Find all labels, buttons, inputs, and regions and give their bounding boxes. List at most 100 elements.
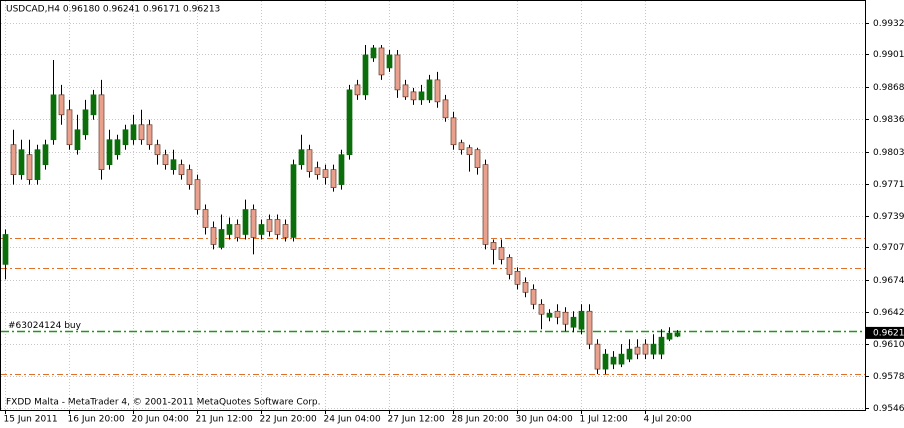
x-tick-label: 24 Jun 04:00	[324, 415, 381, 425]
candle-body	[442, 99, 449, 119]
x-tick-label: 21 Jun 12:00	[196, 415, 253, 425]
candle-body	[106, 139, 113, 166]
candle-body	[362, 54, 369, 96]
candle-body	[338, 154, 345, 185]
candle-body	[2, 234, 9, 265]
candle-body	[162, 154, 169, 166]
candle-body	[34, 149, 41, 180]
candle-body	[482, 164, 489, 245]
candle-body	[506, 257, 513, 275]
candle-body	[202, 209, 209, 228]
x-tick-label: 1 Jul 12:00	[580, 415, 629, 425]
candle-body	[634, 346, 641, 355]
candle-body	[314, 167, 321, 175]
chart-title: USDCAD,H4 0.96180 0.96241 0.96171 0.9621…	[6, 5, 220, 15]
candle-body	[586, 310, 593, 345]
x-tick-label: 20 Jun 04:00	[132, 415, 189, 425]
candle-body	[10, 144, 17, 175]
candle-body	[218, 229, 225, 248]
candle-body	[290, 164, 297, 238]
bid-label: 0.96213	[873, 328, 904, 338]
candle-body	[178, 164, 185, 175]
candle-body	[146, 124, 153, 146]
candle-body	[18, 149, 25, 175]
y-tick-label: 0.95460	[873, 404, 904, 414]
candle-body	[386, 54, 393, 69]
x-tick-label: 4 Jul 20:00	[644, 415, 693, 425]
candle-body	[602, 353, 609, 370]
candle-body	[154, 144, 161, 156]
candle-body	[210, 227, 217, 245]
candle-body	[234, 224, 241, 238]
candle-body	[378, 47, 385, 76]
candle-body	[330, 169, 337, 188]
candle-body	[466, 147, 473, 156]
candle-body	[226, 224, 233, 235]
candle-body	[514, 271, 521, 285]
x-tick-label: 27 Jun 12:00	[388, 415, 445, 425]
candle-body	[266, 219, 273, 232]
candle-body	[626, 348, 633, 360]
candle-body	[258, 224, 265, 235]
candle-body	[458, 142, 465, 151]
candle-body	[282, 224, 289, 238]
x-tick-label: 28 Jun 20:00	[452, 415, 509, 425]
candle-body	[450, 117, 457, 146]
candle-body	[50, 94, 57, 141]
candle-body	[354, 84, 361, 96]
candle-body	[642, 343, 649, 355]
candle-body	[370, 47, 377, 59]
candle-body	[58, 94, 65, 116]
x-tick-label: 16 Jun 20:00	[68, 415, 125, 425]
candle-body	[658, 336, 665, 355]
candle-body	[346, 89, 353, 156]
candle-body	[74, 129, 81, 151]
candle-body	[650, 343, 657, 355]
candle-body	[538, 303, 545, 315]
x-tick-label: 30 Jun 04:00	[516, 415, 573, 425]
candle-body	[610, 356, 617, 365]
candle-body	[498, 247, 505, 260]
plot-frame	[0, 0, 866, 411]
candle-body	[578, 310, 585, 330]
candle-body	[274, 219, 281, 235]
candle-body	[82, 109, 89, 136]
candle-body	[426, 79, 433, 101]
candle-body	[242, 209, 249, 235]
candle-body	[490, 242, 497, 250]
candle-body	[594, 343, 601, 370]
candle-body	[554, 310, 561, 318]
order-label: #63024124 buy	[8, 321, 82, 331]
candle-body	[474, 149, 481, 169]
candle-body	[522, 281, 529, 293]
candle-body	[90, 94, 97, 116]
candle-body	[130, 124, 137, 141]
bid-box	[866, 326, 904, 339]
x-tick-label: 22 Jun 20:00	[260, 415, 317, 425]
candle-body	[674, 332, 681, 337]
candle-body	[26, 154, 33, 180]
candle-body	[546, 312, 553, 318]
candle-body	[186, 169, 193, 185]
candle-body	[434, 79, 441, 103]
candle-body	[570, 316, 577, 328]
candle-body	[98, 94, 105, 170]
candle-body	[66, 109, 73, 146]
candle-body	[322, 169, 329, 178]
footer: FXDD Malta - MetaTrader 4, © 2001-2011 M…	[6, 398, 321, 408]
candle-body	[250, 209, 257, 238]
candle-body	[114, 139, 121, 156]
candle-body	[410, 91, 417, 101]
candle-body	[42, 144, 49, 166]
candle-body	[618, 353, 625, 365]
